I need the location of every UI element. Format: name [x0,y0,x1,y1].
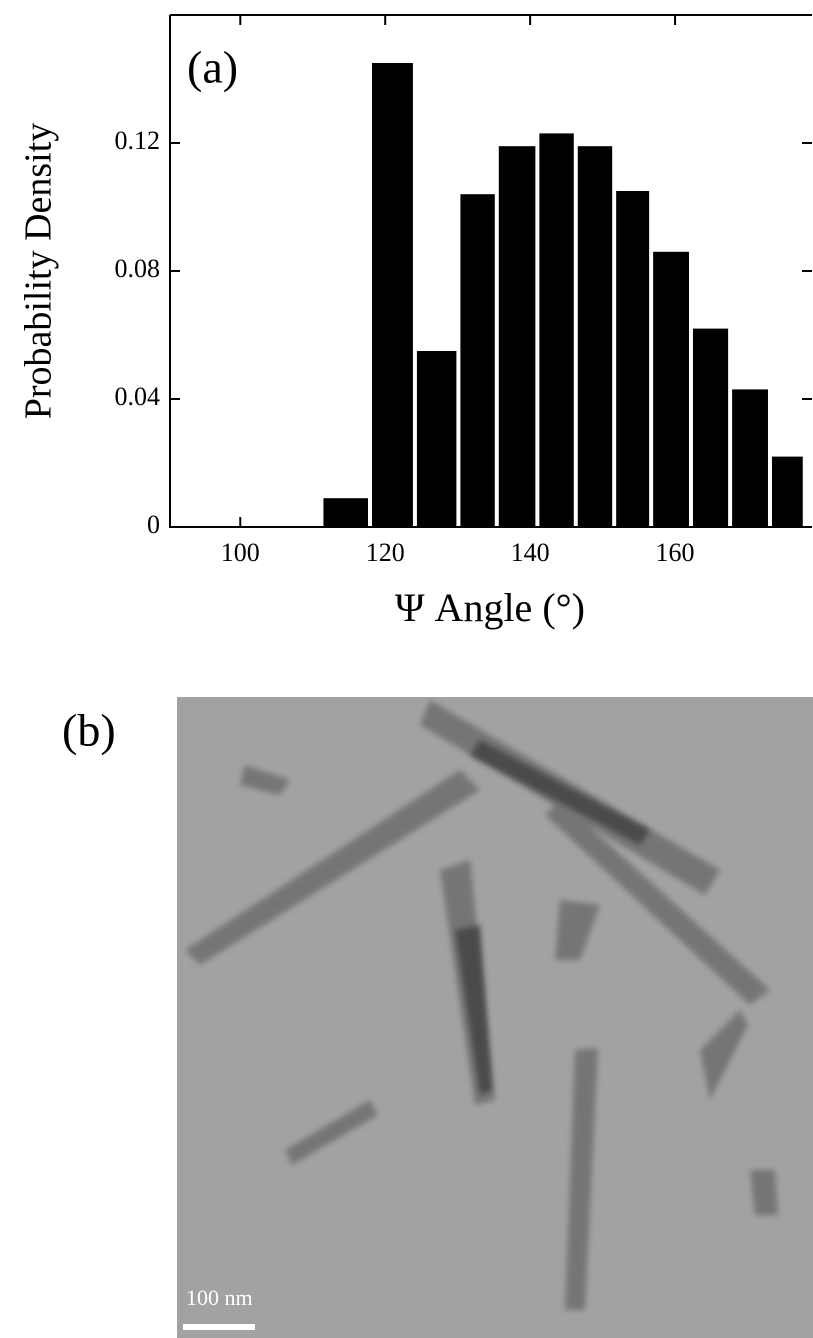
tem-image [177,697,813,1338]
scale-bar-label: 100 nm [186,1285,253,1310]
bar [416,351,457,527]
y-tick-label: 0 [147,510,160,539]
bar [371,63,413,527]
panel-label: (a) [187,42,238,93]
x-tick-label: 160 [656,538,695,567]
x-tick-label: 140 [511,538,550,567]
x-tick-label: 100 [221,538,260,567]
x-tick-label: 120 [366,538,405,567]
y-tick-label: 0.04 [115,382,161,411]
bar [498,146,536,527]
bar [732,389,768,527]
bar [771,456,803,527]
bar [323,498,368,527]
y-tick-label: 0.12 [115,126,161,155]
panel-label: (b) [62,705,116,756]
bar [616,191,650,527]
bar [460,194,495,527]
bar [577,146,613,527]
bar [692,328,729,527]
y-tick-label: 0.08 [115,254,161,283]
bar [539,133,574,527]
y-axis-label: Probability Density [18,123,60,420]
scale-bar [183,1324,255,1330]
x-axis-label: Ψ Angle (°) [395,585,585,630]
bar [653,251,689,528]
